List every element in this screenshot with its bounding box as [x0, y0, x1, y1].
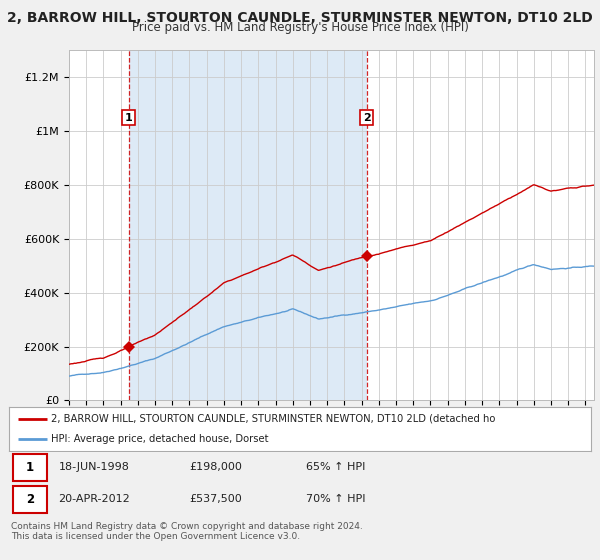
Text: HPI: Average price, detached house, Dorset: HPI: Average price, detached house, Dors…	[52, 434, 269, 444]
Text: 18-JUN-1998: 18-JUN-1998	[58, 463, 130, 473]
Text: 2, BARROW HILL, STOURTON CAUNDLE, STURMINSTER NEWTON, DT10 2LD (detached ho: 2, BARROW HILL, STOURTON CAUNDLE, STURMI…	[52, 414, 496, 424]
Text: £537,500: £537,500	[190, 494, 242, 504]
Text: 1: 1	[26, 461, 34, 474]
Text: 2: 2	[26, 493, 34, 506]
Bar	[129, 50, 367, 400]
Text: 65% ↑ HPI: 65% ↑ HPI	[306, 463, 365, 473]
Text: 2, BARROW HILL, STOURTON CAUNDLE, STURMINSTER NEWTON, DT10 2LD: 2, BARROW HILL, STOURTON CAUNDLE, STURMI…	[7, 11, 593, 25]
Text: Contains HM Land Registry data © Crown copyright and database right 2024.
This d: Contains HM Land Registry data © Crown c…	[11, 522, 362, 542]
Text: 1: 1	[125, 113, 133, 123]
FancyBboxPatch shape	[13, 486, 47, 513]
Text: 70% ↑ HPI: 70% ↑ HPI	[306, 494, 365, 504]
FancyBboxPatch shape	[13, 454, 47, 481]
Text: Price paid vs. HM Land Registry's House Price Index (HPI): Price paid vs. HM Land Registry's House …	[131, 21, 469, 34]
Text: 2: 2	[363, 113, 371, 123]
Text: 20-APR-2012: 20-APR-2012	[58, 494, 130, 504]
Text: £198,000: £198,000	[190, 463, 242, 473]
